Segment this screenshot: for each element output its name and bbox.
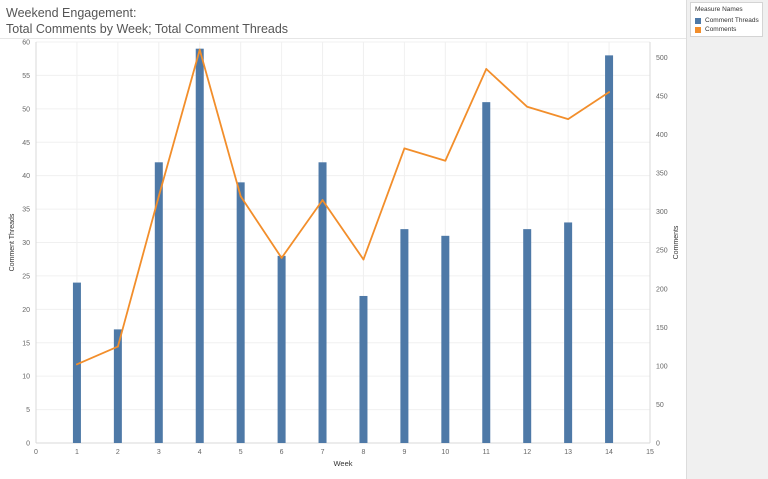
y-left-tick-label: 55 — [22, 73, 30, 80]
y-left-tick-label: 50 — [22, 106, 30, 113]
y-right-tick-label: 350 — [656, 171, 668, 178]
x-tick-label: 11 — [483, 449, 490, 456]
bar-comment-threads — [605, 55, 614, 443]
legend-item-comment-threads[interactable]: Comment Threads — [695, 17, 759, 24]
y-right-tick-label: 500 — [656, 55, 668, 62]
y-right-tick-label: 0 — [656, 441, 660, 448]
legend-swatch-comments — [695, 26, 701, 33]
legend-item-comments[interactable]: Comments — [695, 26, 758, 33]
x-tick-label: 1 — [75, 449, 79, 456]
x-tick-label: 2 — [116, 449, 120, 456]
bar-comment-threads — [277, 255, 286, 443]
y-right-tick-label: 150 — [656, 325, 668, 332]
x-axis-title: Week — [333, 459, 352, 468]
point-comments — [198, 48, 201, 51]
y-right-tick-label: 50 — [656, 402, 664, 409]
x-tick-label: 9 — [402, 449, 406, 456]
point-comments — [444, 159, 447, 162]
y-left-tick-label: 10 — [22, 374, 30, 381]
point-comments — [116, 345, 119, 348]
x-tick-label: 15 — [646, 449, 654, 456]
y-left-tick-label: 25 — [22, 273, 30, 280]
y-right-tick-label: 400 — [656, 132, 668, 139]
x-tick-label: 13 — [564, 449, 572, 456]
point-comments — [239, 195, 242, 198]
x-tick-label: 14 — [605, 449, 613, 456]
chart-title-line-1: Weekend Engagement: — [6, 6, 137, 20]
bar-comment-threads — [441, 235, 450, 443]
bar-comment-threads — [195, 48, 204, 443]
y-right-axis-title: Comments — [673, 225, 680, 259]
point-comments — [157, 195, 160, 198]
legend-label-comment-threads: Comment Threads — [705, 17, 759, 24]
point-comments — [526, 105, 529, 108]
legend-title: Measure Names — [695, 6, 743, 13]
y-left-tick-label: 15 — [22, 340, 30, 347]
bar-comment-threads — [236, 182, 245, 443]
bar-comment-threads — [359, 295, 368, 443]
bar-comment-threads — [113, 329, 122, 443]
x-tick-label: 12 — [523, 449, 531, 456]
legend-label-comments: Comments — [705, 26, 737, 33]
x-tick-label: 0 — [34, 449, 38, 456]
y-left-axis-title: Comment Threads — [9, 213, 16, 271]
point-comments — [280, 257, 283, 259]
point-comments — [608, 91, 610, 94]
point-comments — [76, 363, 78, 366]
point-comments — [403, 147, 406, 150]
x-tick-label: 4 — [198, 449, 202, 456]
bar-comment-threads — [154, 162, 163, 444]
legend-swatch-comment-threads — [695, 17, 701, 24]
point-comments — [321, 199, 324, 201]
title-divider — [0, 38, 686, 39]
y-right-tick-label: 250 — [656, 248, 668, 255]
x-tick-label: 3 — [157, 449, 161, 456]
y-left-tick-label: 40 — [22, 173, 30, 180]
bar-comment-threads — [72, 282, 81, 443]
chart-title: Weekend Engagement: Total Comments by We… — [6, 5, 288, 37]
side-panel: Measure Names Comment Threads Comments — [686, 0, 768, 479]
point-comments — [567, 118, 570, 121]
y-left-tick-label: 60 — [22, 40, 30, 47]
y-left-tick-label: 30 — [22, 240, 30, 247]
bar-comment-threads — [318, 162, 327, 444]
line-comments — [76, 48, 610, 366]
y-right-tick-label: 200 — [656, 286, 668, 293]
bar-comment-threads — [482, 102, 491, 444]
y-left-tick-label: 5 — [26, 407, 30, 414]
x-tick-label: 10 — [441, 449, 449, 456]
y-right-tick-label: 100 — [656, 363, 668, 370]
y-left-tick-label: 45 — [22, 140, 30, 147]
point-comments — [362, 258, 365, 261]
bar-comment-threads — [523, 229, 532, 443]
y-left-tick-label: 35 — [22, 207, 30, 214]
x-tick-label: 7 — [321, 449, 325, 456]
x-tick-label: 6 — [280, 449, 284, 456]
point-comments — [485, 68, 488, 70]
y-left-tick-label: 20 — [22, 307, 30, 314]
legend[interactable]: Measure Names Comment Threads Comments — [690, 2, 763, 37]
x-tick-label: 8 — [362, 449, 366, 456]
chart-title-line-2: Total Comments by Week; Total Comment Th… — [6, 22, 289, 36]
y-left-tick-label: 0 — [26, 441, 30, 448]
bar-comment-threads — [400, 229, 409, 443]
y-right-tick-label: 450 — [656, 93, 668, 100]
combo-chart: 0510152025303540455055600501001502002503… — [9, 40, 680, 469]
bar-comment-threads — [564, 222, 573, 443]
x-tick-label: 5 — [239, 449, 243, 456]
y-right-tick-label: 300 — [656, 209, 668, 216]
